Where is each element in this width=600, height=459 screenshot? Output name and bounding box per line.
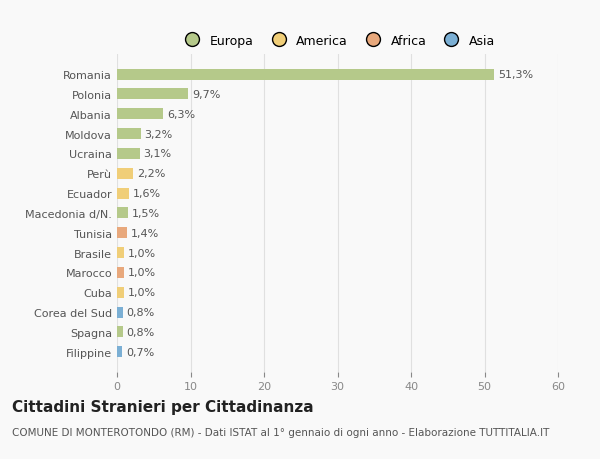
Bar [117,228,127,239]
Bar [117,307,123,318]
Text: 1,6%: 1,6% [133,189,161,199]
Bar [117,347,122,358]
Text: 1,0%: 1,0% [128,288,156,297]
Text: 3,1%: 3,1% [143,149,172,159]
Text: 0,7%: 0,7% [126,347,154,357]
Bar [117,327,123,338]
Text: 2,2%: 2,2% [137,169,165,179]
Bar [117,188,129,199]
Text: 1,5%: 1,5% [132,208,160,218]
Text: 1,4%: 1,4% [131,228,159,238]
Bar [117,129,140,140]
Bar [117,149,140,160]
Text: 51,3%: 51,3% [498,70,533,80]
Text: 6,3%: 6,3% [167,110,195,119]
Text: 3,2%: 3,2% [144,129,172,139]
Legend: Europa, America, Africa, Asia: Europa, America, Africa, Asia [175,30,500,53]
Text: 1,0%: 1,0% [128,248,156,258]
Text: 1,0%: 1,0% [128,268,156,278]
Bar [117,208,128,219]
Text: 9,7%: 9,7% [192,90,220,100]
Bar [117,69,494,80]
Text: Cittadini Stranieri per Cittadinanza: Cittadini Stranieri per Cittadinanza [12,399,314,414]
Text: 0,8%: 0,8% [127,327,155,337]
Bar [117,89,188,100]
Bar [117,287,124,298]
Bar [117,109,163,120]
Bar [117,247,124,258]
Text: 0,8%: 0,8% [127,308,155,317]
Bar [117,168,133,179]
Bar [117,267,124,278]
Text: COMUNE DI MONTEROTONDO (RM) - Dati ISTAT al 1° gennaio di ogni anno - Elaborazio: COMUNE DI MONTEROTONDO (RM) - Dati ISTAT… [12,427,550,437]
